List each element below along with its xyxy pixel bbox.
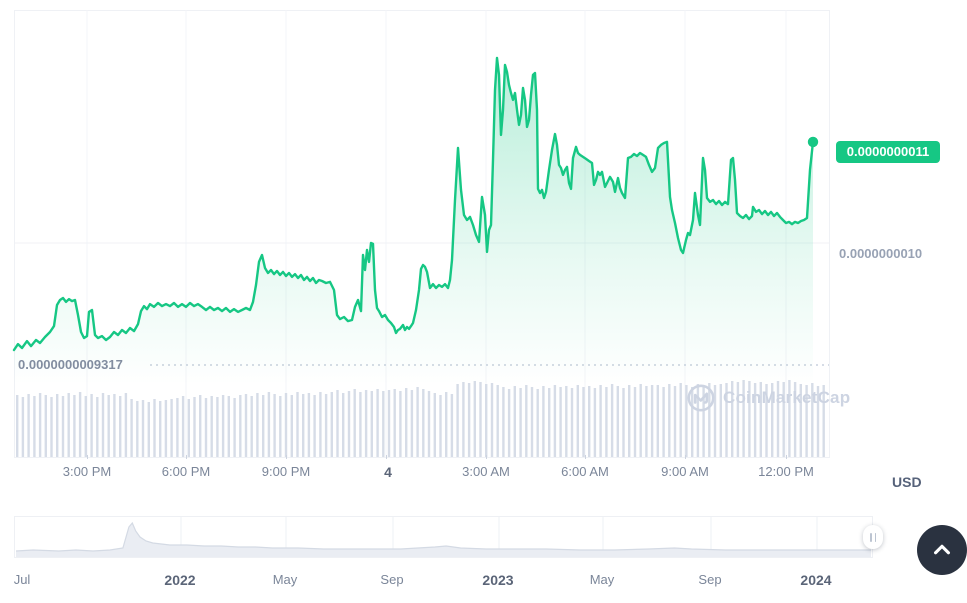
current-price-badge: 0.0000000011 (836, 140, 940, 163)
currency-toggle[interactable]: USD (892, 474, 922, 490)
scrubber-grip-icon (874, 532, 876, 542)
current-price-value: 0.0000000011 (846, 144, 930, 160)
x-axis-label: 9:00 PM (261, 464, 311, 479)
x-axis-label: 4 (384, 464, 392, 480)
timeline-scrubber[interactable] (14, 516, 873, 558)
timeline-label: 2024 (800, 572, 832, 588)
timeline-label: May (589, 572, 615, 587)
scroll-to-top-button[interactable] (917, 525, 967, 575)
scrubber-grip-icon (870, 532, 872, 542)
x-axis-tick (786, 455, 787, 459)
scrubber-handle[interactable] (863, 525, 883, 549)
x-axis-label: 3:00 PM (62, 464, 112, 479)
x-axis-label: 3:00 AM (462, 464, 510, 479)
x-axis-label: 6:00 AM (561, 464, 609, 479)
x-axis-tick (585, 455, 586, 459)
timeline-minichart (15, 517, 871, 557)
timeline-label: 2023 (482, 572, 514, 588)
chevron-up-icon (934, 544, 950, 555)
timeline-label: 2022 (164, 572, 196, 588)
x-axis-tick (186, 455, 187, 459)
x-axis-tick (486, 455, 487, 459)
timeline-label: Sep (380, 572, 404, 587)
timeline-label: Sep (698, 572, 722, 587)
x-axis-tick (286, 455, 287, 459)
timeline-label: May (272, 572, 298, 587)
price-chart[interactable] (12, 10, 830, 458)
open-price-label: 0.0000000009317 (18, 357, 123, 372)
x-axis-label: 9:00 AM (661, 464, 709, 479)
y-axis-gridline-label: 0.0000000010 (839, 246, 923, 261)
timeline-label: Jul (13, 572, 31, 587)
x-axis-label: 6:00 PM (161, 464, 211, 479)
x-axis-label: 12:00 PM (758, 464, 814, 479)
x-axis-tick (386, 455, 387, 459)
x-axis-tick (87, 455, 88, 459)
x-axis-tick (685, 455, 686, 459)
